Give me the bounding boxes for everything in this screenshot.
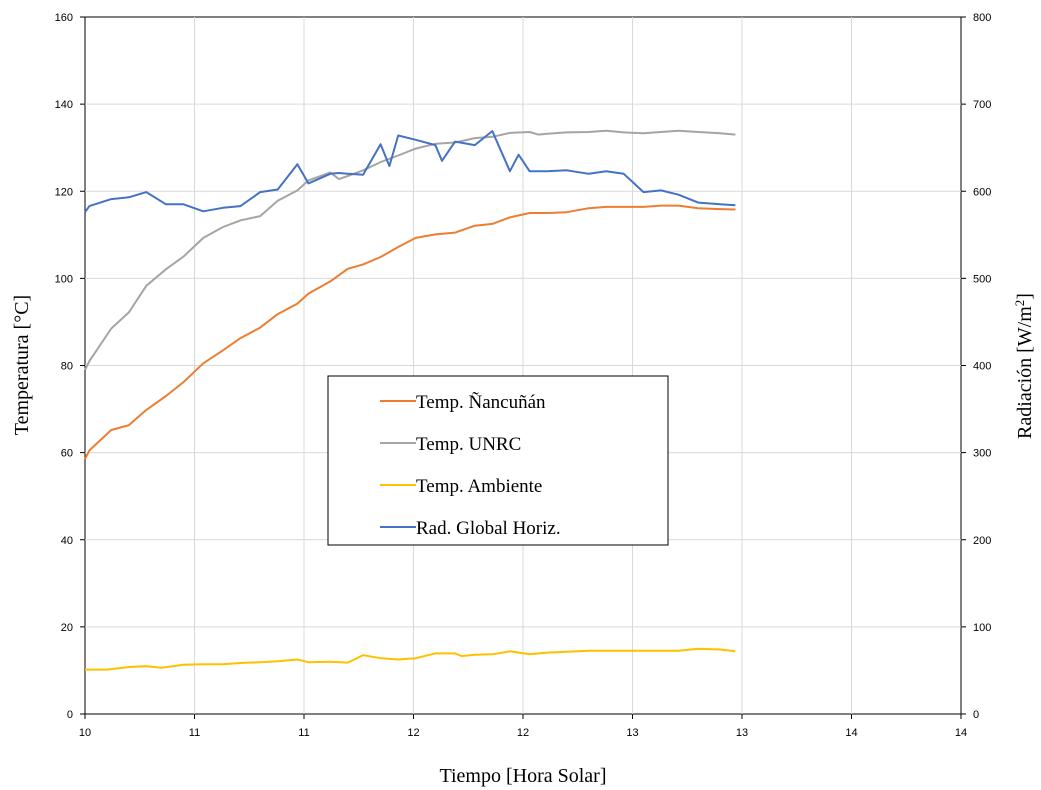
y-left-tick-label: 40 — [61, 535, 73, 547]
y-right-axis-ticks: 0 100 200 300 400 500 600 700 800 — [961, 12, 991, 721]
plot-area — [84, 16, 962, 715]
y-right-axis-title-sup: 2 — [1012, 300, 1027, 307]
y-left-tick-label: 60 — [61, 448, 73, 460]
x-tick-label: 10 — [79, 727, 91, 739]
legend-item: Temp. UNRC — [380, 434, 521, 455]
x-axis-title: Tiempo [Hora Solar] — [439, 765, 606, 787]
x-tick-label: 12 — [517, 727, 529, 739]
x-tick-label: 13 — [736, 727, 748, 739]
y-right-tick-label: 700 — [973, 99, 991, 111]
y-left-axis-ticks: 0 20 40 60 80 100 120 140 160 — [55, 12, 85, 721]
x-tick-label: 13 — [626, 727, 638, 739]
y-left-tick-label: 20 — [61, 622, 73, 634]
legend-label: Temp. Ñancuñán — [416, 391, 546, 413]
y-left-tick-label: 100 — [55, 273, 73, 285]
y-left-tick-label: 80 — [61, 361, 73, 373]
series-line-temp-ambiente — [85, 647, 736, 671]
y-right-tick-label: 600 — [973, 186, 991, 198]
legend-item: Temp. Ambiente — [380, 476, 542, 497]
x-tick-label: 12 — [407, 727, 419, 739]
legend-label: Temp. Ambiente — [416, 476, 542, 497]
y-left-tick-label: 160 — [55, 12, 73, 24]
x-axis-ticks: 10 11 11 12 12 13 13 14 14 — [79, 714, 967, 739]
x-tick-label: 14 — [955, 727, 967, 739]
legend: Temp. Ñancuñán Temp. UNRC Temp. Ambiente Ra… — [327, 375, 669, 546]
legend-item: Rad. Global Horiz. — [380, 518, 561, 539]
y-right-axis-title-main: Radiación [W/m — [1014, 306, 1036, 439]
legend-item: Temp. Ñancuñán — [380, 391, 546, 413]
series-layer — [84, 129, 736, 671]
y-right-tick-label: 100 — [973, 622, 991, 634]
legend-label: Rad. Global Horiz. — [416, 518, 561, 539]
y-left-tick-label: 140 — [55, 99, 73, 111]
y-right-tick-label: 400 — [973, 361, 991, 373]
series-line-temp-nancunan — [84, 204, 736, 460]
x-tick-label: 14 — [845, 727, 857, 739]
y-right-axis-title-end: ] — [1014, 293, 1036, 300]
x-tick-label: 11 — [298, 727, 309, 739]
y-right-tick-label: 0 — [973, 709, 979, 721]
y-right-tick-label: 500 — [973, 273, 991, 285]
legend-label: Temp. UNRC — [416, 434, 521, 455]
legend-box — [327, 375, 669, 546]
y-right-tick-label: 200 — [973, 535, 991, 547]
x-tick-label: 11 — [189, 727, 200, 739]
series-line-rad-global-horiz — [84, 130, 736, 213]
legend-items: Temp. Ñancuñán Temp. UNRC Temp. Ambiente Ra… — [380, 391, 561, 539]
y-right-axis-title: Radiación [W/m2] — [1012, 293, 1037, 439]
y-left-tick-label: 0 — [67, 709, 73, 721]
series-line-temp-unrc — [84, 129, 736, 371]
y-right-tick-label: 300 — [973, 448, 991, 460]
grid-lines — [85, 17, 961, 714]
y-left-axis-title: Temperatura [°C] — [11, 295, 33, 435]
y-right-tick-label: 800 — [973, 12, 991, 24]
y-left-tick-label: 120 — [55, 186, 73, 198]
